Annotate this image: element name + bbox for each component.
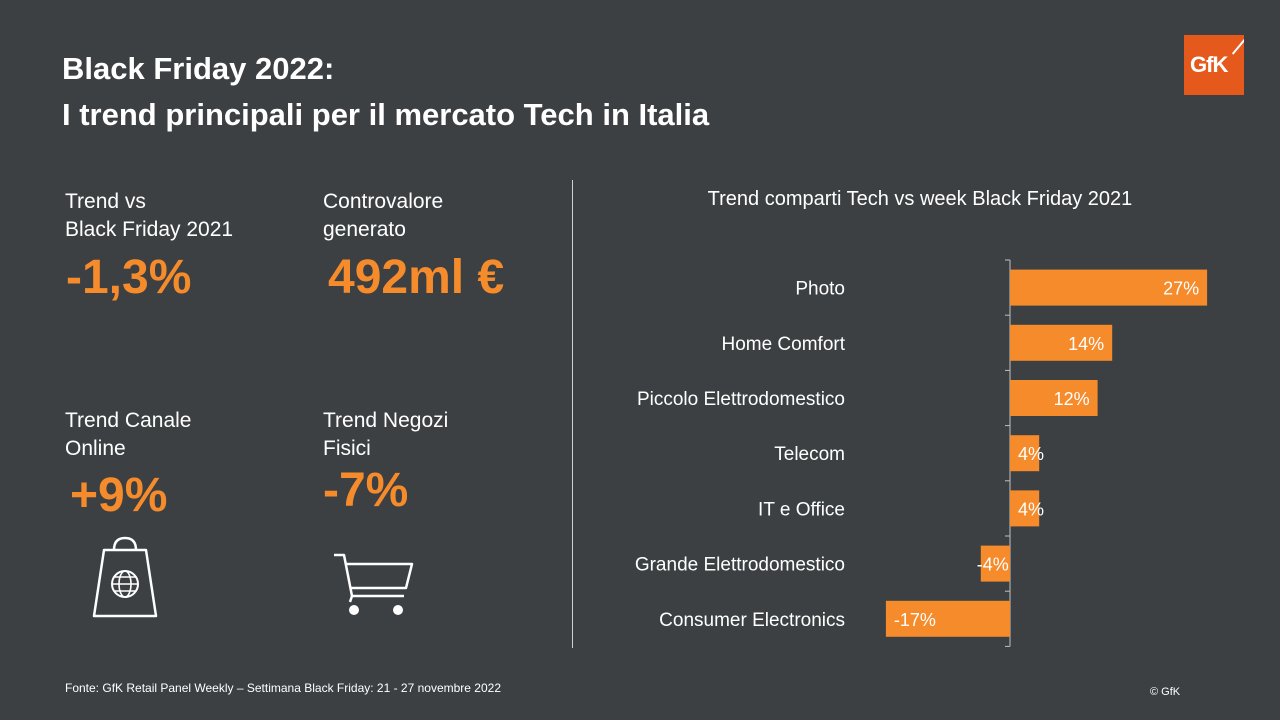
title-line-2: I trend principali per il mercato Tech i… xyxy=(62,97,710,132)
kpi-online-label-line2: Online xyxy=(65,437,126,460)
category-label: Photo xyxy=(795,279,845,300)
kpi-negozi-value: -7% xyxy=(323,464,409,517)
data-label: 4% xyxy=(1018,444,1044,464)
kpi-controvalore-label: Controvalore generato xyxy=(323,188,443,244)
kpi-controvalore-value: 492ml € xyxy=(328,251,505,304)
logo-text: GfK xyxy=(1190,52,1228,77)
bar xyxy=(1010,435,1040,472)
category-label: Grande Elettrodomestico xyxy=(635,555,845,576)
data-label: -4% xyxy=(977,555,1009,575)
category-label: IT e Office xyxy=(758,499,845,520)
bar xyxy=(1010,269,1208,306)
bar xyxy=(980,545,1010,582)
logo-slash xyxy=(1231,35,1244,55)
kpi-controvalore-label-line2: generato xyxy=(323,218,406,241)
kpi-controvalore-label-line1: Controvalore xyxy=(323,190,444,213)
bar xyxy=(1010,380,1098,416)
chart-title: Trend comparti Tech vs week Black Friday… xyxy=(707,188,1133,210)
data-label: -17% xyxy=(894,610,936,630)
gfk-logo: GfK xyxy=(1184,35,1244,95)
kpi-trend-vs-value: -1,3% xyxy=(66,251,192,304)
bar xyxy=(1010,324,1113,361)
data-label: 14% xyxy=(1068,334,1104,354)
kpi-online-label: Trend Canale Online xyxy=(65,407,191,463)
page-title: Black Friday 2022: I trend principali pe… xyxy=(62,46,709,138)
kpi-online-label-line1: Trend Canale xyxy=(65,409,192,432)
bar-chart: Photo 27% Home Comfort 14% Piccolo Elettrodo… xyxy=(635,259,1208,647)
kpi-negozi-label-line2: Fisici xyxy=(323,437,371,460)
kpi-trend-vs-label: Trend vs Black Friday 2021 xyxy=(65,188,233,244)
kpi-online-value: +9% xyxy=(70,469,168,522)
category-label: Consumer Electronics xyxy=(659,610,845,631)
category-label: Telecom xyxy=(774,444,845,465)
category-label: Piccolo Elettrodomestico xyxy=(637,389,845,410)
shopping-cart-icon xyxy=(334,553,414,615)
kpi-negozi-label: Trend Negozi Fisici xyxy=(323,407,448,463)
bar xyxy=(1010,490,1040,527)
kpi-trend-vs-label-line1: Trend vs xyxy=(65,190,146,213)
copyright-note: © GfK xyxy=(1150,686,1181,698)
kpi-negozi-label-line1: Trend Negozi xyxy=(323,409,449,432)
bar xyxy=(885,600,1010,637)
data-label: 27% xyxy=(1163,279,1199,299)
source-note: Fonte: GfK Retail Panel Weekly – Settima… xyxy=(65,681,501,695)
title-line-1: Black Friday 2022: xyxy=(62,51,335,86)
data-label: 12% xyxy=(1054,389,1090,409)
category-label: Home Comfort xyxy=(721,334,845,355)
kpi-trend-vs-label-line2: Black Friday 2021 xyxy=(65,218,234,241)
shopping-bag-globe-icon xyxy=(92,536,158,618)
data-label: 4% xyxy=(1018,499,1044,519)
vertical-divider xyxy=(572,180,573,648)
